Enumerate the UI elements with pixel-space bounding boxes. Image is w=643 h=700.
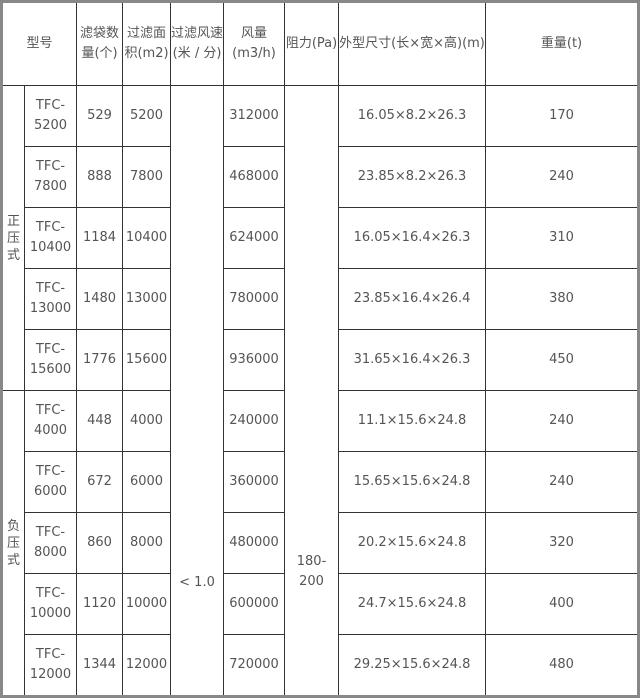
- area-cell: 4000: [122, 390, 172, 452]
- weight-cell: 480: [485, 634, 640, 697]
- weight-cell: 240: [485, 451, 640, 513]
- speed-cell: < 1.0: [170, 85, 225, 697]
- header-bags: 滤袋数量(个): [76, 1, 124, 86]
- dimensions-cell: 15.65×15.6×24.8: [338, 451, 487, 513]
- flow-cell: 600000: [223, 573, 286, 635]
- flow-cell: 936000: [223, 329, 286, 391]
- area-cell: 5200: [122, 85, 172, 147]
- model-cell: TFC-10400: [23, 207, 78, 269]
- table-row: TFC-7800 888 7800 468000 23.85×8.2×26.3 240: [2, 146, 640, 208]
- area-cell: 10400: [122, 207, 172, 269]
- flow-cell: 720000: [223, 634, 286, 697]
- dimensions-cell: 23.85×8.2×26.3: [338, 146, 487, 208]
- model-cell: TFC-13000: [23, 268, 78, 330]
- bags-cell: 1480: [76, 268, 124, 330]
- resistance-cell: 180-200: [284, 85, 340, 697]
- area-cell: 10000: [122, 573, 172, 635]
- model-cell: TFC-10000: [23, 573, 78, 635]
- dimensions-cell: 20.2×15.6×24.8: [338, 512, 487, 574]
- bags-cell: 1184: [76, 207, 124, 269]
- model-cell: TFC-5200: [23, 85, 78, 147]
- dimensions-cell: 31.65×16.4×26.3: [338, 329, 487, 391]
- area-cell: 13000: [122, 268, 172, 330]
- weight-cell: 450: [485, 329, 640, 391]
- dimensions-cell: 29.25×15.6×24.8: [338, 634, 487, 697]
- flow-cell: 480000: [223, 512, 286, 574]
- flow-cell: 468000: [223, 146, 286, 208]
- table-row: TFC-12000 1344 12000 720000 29.25×15.6×24.8 4…: [2, 634, 640, 697]
- bags-cell: 860: [76, 512, 124, 574]
- weight-cell: 240: [485, 390, 640, 452]
- weight-cell: 240: [485, 146, 640, 208]
- area-cell: 8000: [122, 512, 172, 574]
- weight-cell: 320: [485, 512, 640, 574]
- table-row: 负压式 TFC-4000 448 4000 240000 11.1×15.6×24.8 24…: [1, 390, 640, 697]
- dimensions-cell: 24.7×15.6×24.8: [338, 573, 487, 635]
- model-cell: TFC-7800: [23, 146, 78, 208]
- table-row: TFC-10400 1184 10400 624000 16.05×16.4×26.3 3…: [2, 207, 640, 269]
- dimensions-cell: 16.05×16.4×26.3: [338, 207, 487, 269]
- table-row: 正压式 TFC-5200 529 5200 < 1.0 312000 180-200 16.0…: [1, 85, 640, 697]
- area-cell: 12000: [122, 634, 172, 697]
- weight-cell: 400: [485, 573, 640, 635]
- header-weight: 重量(t): [485, 1, 640, 86]
- header-resistance: 阻力(Pa): [284, 1, 340, 86]
- area-cell: 15600: [122, 329, 172, 391]
- header-dimensions: 外型尺寸(长×宽×高)(m): [338, 1, 487, 86]
- table-row: TFC-8000 860 8000 480000 20.2×15.6×24.8 320: [2, 512, 640, 574]
- table-row: TFC-13000 1480 13000 780000 23.85×16.4×26.4 3…: [2, 268, 640, 330]
- area-cell: 7800: [122, 146, 172, 208]
- weight-cell: 380: [485, 268, 640, 330]
- bags-cell: 529: [76, 85, 124, 147]
- bags-cell: 1120: [76, 573, 124, 635]
- table-row: TFC-6000 672 6000 360000 15.65×15.6×24.8 240: [2, 451, 640, 513]
- model-cell: TFC-6000: [23, 451, 78, 513]
- dimensions-cell: 11.1×15.6×24.8: [338, 390, 487, 452]
- bags-cell: 1776: [76, 329, 124, 391]
- header-speed: 过滤风速(米 / 分): [170, 1, 225, 86]
- header-area: 过滤面积(m2): [122, 1, 172, 86]
- model-cell: TFC-15600: [23, 329, 78, 391]
- bags-cell: 672: [76, 451, 124, 513]
- weight-cell: 310: [485, 207, 640, 269]
- flow-cell: 780000: [223, 268, 286, 330]
- flow-cell: 312000: [223, 85, 286, 147]
- bags-cell: 448: [76, 390, 124, 452]
- model-cell: TFC-8000: [23, 512, 78, 574]
- header-model: 型号: [0, 1, 78, 86]
- table-row: TFC-15600 1776 15600 936000 31.65×16.4×26.3 4…: [2, 329, 640, 391]
- group-label: 负压式: [1, 390, 25, 697]
- header-flow: 风量(m3/h): [223, 1, 286, 86]
- model-cell: TFC-4000: [23, 390, 78, 452]
- flow-cell: 624000: [223, 207, 286, 269]
- dimensions-cell: 23.85×16.4×26.4: [338, 268, 487, 330]
- bags-cell: 1344: [76, 634, 124, 697]
- dimensions-cell: 16.05×8.2×26.3: [338, 85, 487, 147]
- header-row: 型号 滤袋数量(个) 过滤面积(m2) 过滤风速(米 / 分) 风量(m3/h)…: [0, 1, 640, 86]
- model-cell: TFC-12000: [23, 634, 78, 697]
- group-label: 正压式: [1, 85, 25, 391]
- flow-cell: 240000: [223, 390, 286, 452]
- area-cell: 6000: [122, 451, 172, 513]
- weight-cell: 170: [485, 85, 640, 147]
- table-row: TFC-10000 1120 10000 600000 24.7×15.6×24.8 40…: [2, 573, 640, 635]
- bags-cell: 888: [76, 146, 124, 208]
- flow-cell: 360000: [223, 451, 286, 513]
